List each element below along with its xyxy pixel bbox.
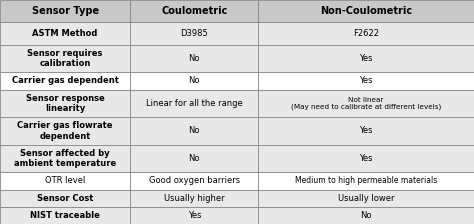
- Bar: [130, 0, 258, 22]
- Text: Linear for all the range: Linear for all the range: [146, 99, 243, 108]
- Bar: [258, 145, 474, 172]
- Text: Yes: Yes: [359, 127, 373, 136]
- Bar: [258, 0, 474, 22]
- Bar: [258, 72, 474, 90]
- Text: OTR level: OTR level: [45, 177, 85, 185]
- Text: Sensor Type: Sensor Type: [32, 6, 99, 16]
- Bar: [0, 190, 130, 207]
- Bar: [258, 45, 474, 72]
- Text: NIST traceable: NIST traceable: [30, 211, 100, 220]
- Bar: [258, 117, 474, 145]
- Bar: [130, 207, 258, 224]
- Bar: [0, 0, 130, 22]
- Bar: [258, 22, 474, 45]
- Text: No: No: [360, 211, 372, 220]
- Text: Yes: Yes: [188, 211, 201, 220]
- Bar: [0, 90, 130, 117]
- Bar: [130, 190, 258, 207]
- Text: No: No: [189, 54, 200, 63]
- Text: Carrier gas flowrate
dependent: Carrier gas flowrate dependent: [18, 121, 113, 141]
- Text: Yes: Yes: [359, 154, 373, 163]
- Bar: [0, 45, 130, 72]
- Text: No: No: [189, 76, 200, 86]
- Bar: [258, 172, 474, 190]
- Bar: [0, 145, 130, 172]
- Text: Yes: Yes: [359, 76, 373, 86]
- Text: Sensor response
linearity: Sensor response linearity: [26, 93, 105, 113]
- Text: Good oxygen barriers: Good oxygen barriers: [149, 177, 240, 185]
- Text: Medium to high permeable materials: Medium to high permeable materials: [295, 177, 438, 185]
- Text: F2622: F2622: [353, 29, 379, 38]
- Text: Not linear
(May need to calibrate at different levels): Not linear (May need to calibrate at dif…: [291, 97, 441, 110]
- Bar: [0, 172, 130, 190]
- Bar: [130, 172, 258, 190]
- Text: Non-Coulometric: Non-Coulometric: [320, 6, 412, 16]
- Bar: [0, 72, 130, 90]
- Text: Yes: Yes: [359, 54, 373, 63]
- Text: No: No: [189, 154, 200, 163]
- Bar: [130, 22, 258, 45]
- Text: Sensor Cost: Sensor Cost: [37, 194, 93, 203]
- Bar: [0, 22, 130, 45]
- Text: Sensor requires
calibration: Sensor requires calibration: [27, 49, 103, 69]
- Bar: [258, 207, 474, 224]
- Bar: [130, 145, 258, 172]
- Bar: [130, 45, 258, 72]
- Text: Usually lower: Usually lower: [338, 194, 394, 203]
- Bar: [130, 117, 258, 145]
- Text: Carrier gas dependent: Carrier gas dependent: [12, 76, 118, 86]
- Text: Coulometric: Coulometric: [161, 6, 228, 16]
- Bar: [130, 72, 258, 90]
- Bar: [130, 90, 258, 117]
- Text: ASTM Method: ASTM Method: [33, 29, 98, 38]
- Bar: [0, 207, 130, 224]
- Bar: [0, 117, 130, 145]
- Text: D3985: D3985: [181, 29, 208, 38]
- Bar: [258, 190, 474, 207]
- Text: Usually higher: Usually higher: [164, 194, 225, 203]
- Text: No: No: [189, 127, 200, 136]
- Text: Sensor affected by
ambient temperature: Sensor affected by ambient temperature: [14, 149, 116, 168]
- Bar: [258, 90, 474, 117]
